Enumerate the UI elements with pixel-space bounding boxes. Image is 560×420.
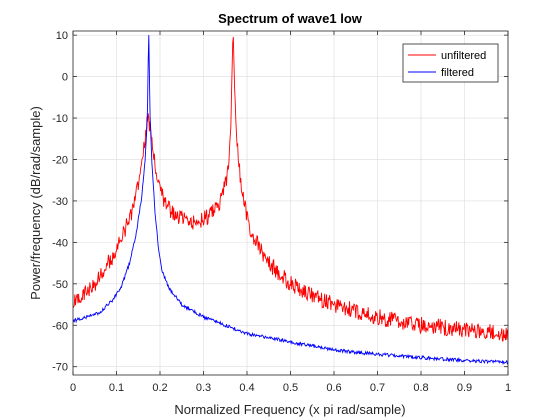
y-tick-label: 10: [56, 30, 68, 42]
x-tick-label: 0.4: [239, 382, 254, 394]
legend-box: [402, 43, 499, 83]
series-line-unfiltered: [73, 36, 508, 342]
x-tick-label: 0.8: [413, 382, 428, 394]
x-tick-label: 1: [505, 382, 511, 394]
plot-area: [73, 35, 508, 366]
y-tick-label: -40: [52, 237, 68, 249]
x-tick-label: 0.6: [326, 382, 341, 394]
y-tick-label: -30: [52, 196, 68, 208]
legend: unfiltered filtered: [402, 43, 499, 83]
legend-label-filtered: filtered: [441, 67, 474, 79]
x-tick-label: 0.2: [152, 382, 167, 394]
x-tick-label: 0.9: [457, 382, 472, 394]
x-tick-label: 0.1: [109, 382, 124, 394]
x-axis-label: Normalized Frequency (x pi rad/sample): [174, 402, 405, 417]
y-tick-label: -60: [52, 320, 68, 332]
x-tick-label: 0.5: [283, 382, 298, 394]
y-tick-label: -70: [52, 362, 68, 374]
y-tick-label: 0: [62, 72, 68, 84]
y-tick-label: -50: [52, 279, 68, 291]
x-tick-label: 0: [70, 382, 76, 394]
y-tick-label: -20: [52, 154, 68, 166]
y-axis-label: Power/frequency (dB/rad/sample): [28, 106, 43, 300]
x-tick-label: 0.7: [370, 382, 385, 394]
chart-title: Spectrum of wave1 low: [218, 11, 363, 26]
series-line-filtered: [73, 35, 508, 366]
y-axis-ticks: 10 0 -10 -20 -30 -40 -50 -60 -70: [52, 30, 508, 374]
legend-label-unfiltered: unfiltered: [441, 50, 486, 62]
x-axis-ticks: 0 0.1 0.2 0.3 0.4 0.5 0.6 0.7 0.8 0.9 1: [70, 31, 511, 394]
y-tick-label: -10: [52, 113, 68, 125]
x-tick-label: 0.3: [196, 382, 211, 394]
